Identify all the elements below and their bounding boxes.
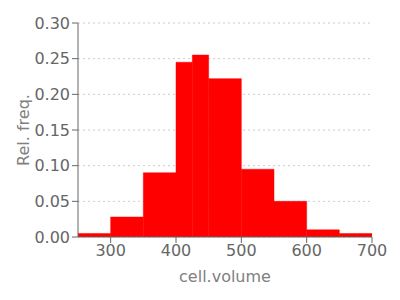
svg-text:Rel. freq.: Rel. freq. bbox=[14, 94, 33, 166]
svg-text:0.25: 0.25 bbox=[34, 49, 70, 68]
svg-text:700: 700 bbox=[357, 241, 388, 260]
svg-text:400: 400 bbox=[161, 241, 192, 260]
svg-text:0.30: 0.30 bbox=[34, 14, 70, 33]
svg-text:0.10: 0.10 bbox=[34, 156, 70, 175]
svg-text:600: 600 bbox=[291, 241, 322, 260]
svg-text:500: 500 bbox=[226, 241, 257, 260]
svg-text:0.05: 0.05 bbox=[34, 192, 70, 211]
svg-text:0.15: 0.15 bbox=[34, 121, 70, 140]
svg-text:cell.volume: cell.volume bbox=[179, 267, 271, 286]
svg-text:0.20: 0.20 bbox=[34, 85, 70, 104]
svg-text:300: 300 bbox=[95, 241, 126, 260]
svg-text:0.00: 0.00 bbox=[34, 228, 70, 247]
